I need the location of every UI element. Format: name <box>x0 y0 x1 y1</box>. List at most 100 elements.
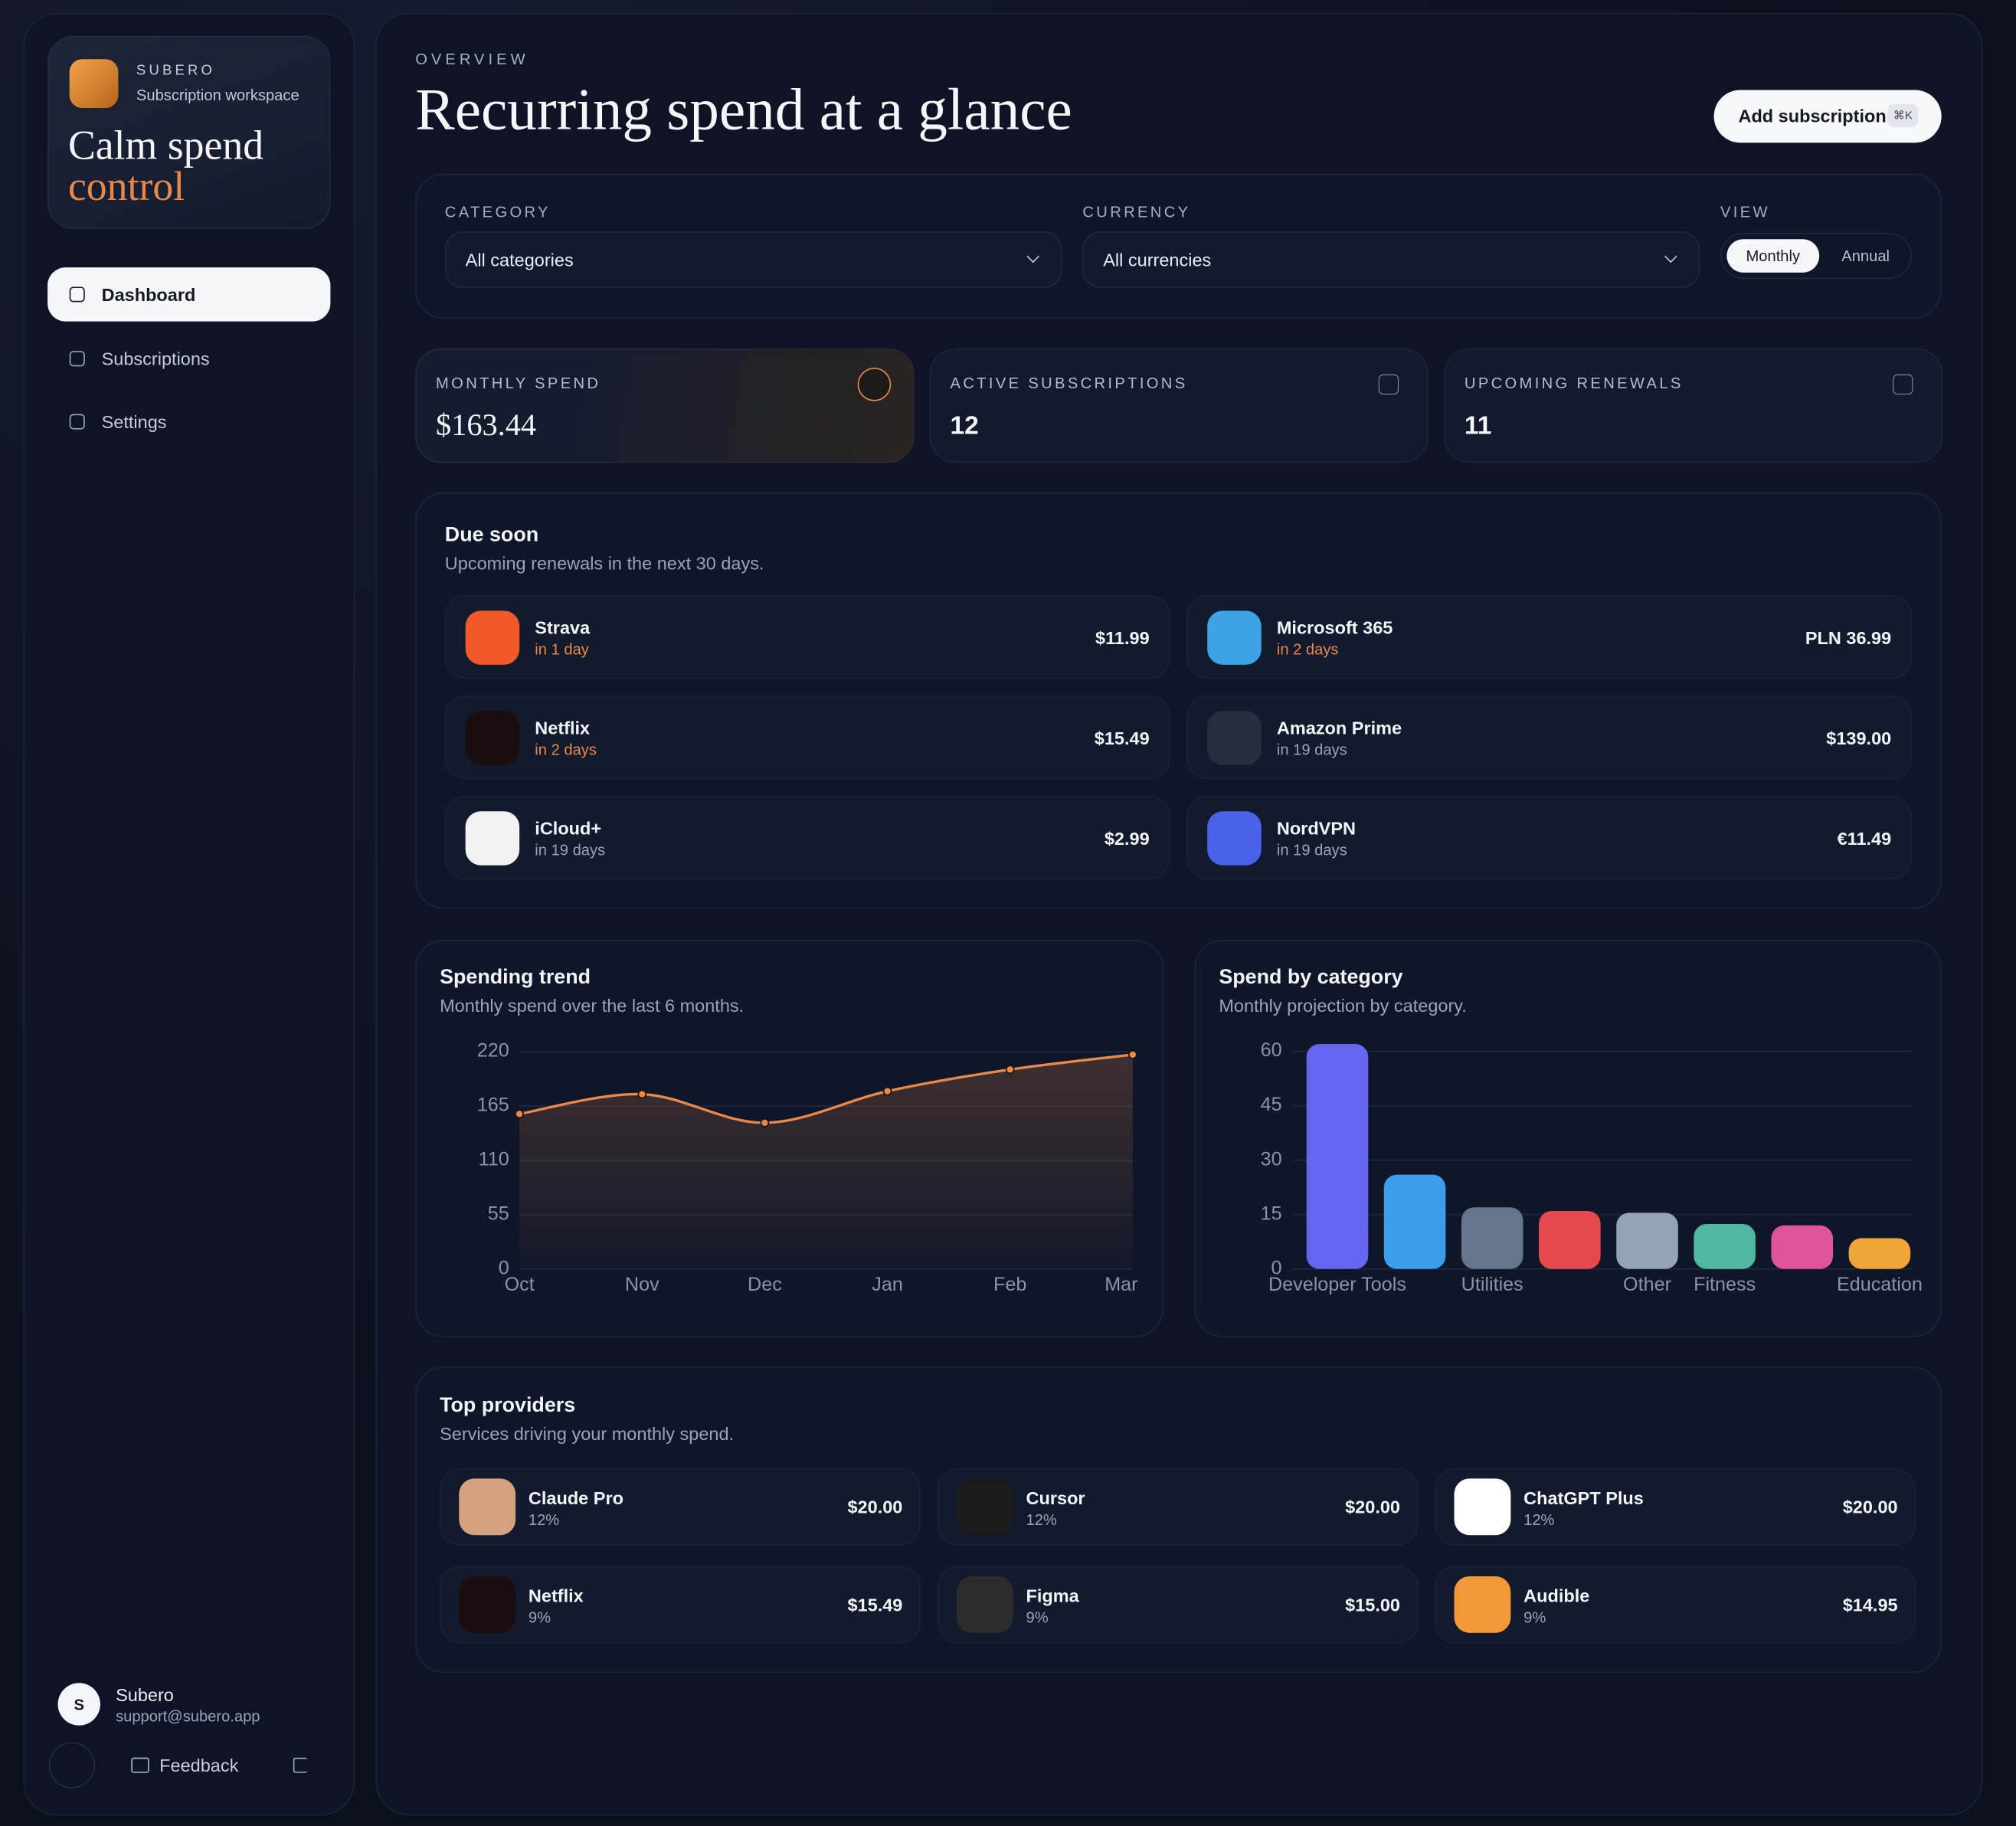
provider-item[interactable] <box>1435 1468 1916 1546</box>
service-icon <box>465 811 520 866</box>
service-icon <box>1207 811 1262 866</box>
provider-icon <box>1454 1478 1511 1536</box>
select[interactable] <box>1082 231 1700 289</box>
y-tick-label: 55 <box>488 1203 509 1225</box>
due-item[interactable] <box>444 796 1170 880</box>
trend-point <box>882 1086 892 1096</box>
brand-workspace: Subscription workspace <box>136 86 299 104</box>
provider-icon <box>459 1576 516 1633</box>
x-tick-label: Developer Tools <box>1268 1274 1406 1295</box>
x-tick-label: Education <box>1837 1274 1923 1295</box>
due-item[interactable] <box>1186 695 1913 780</box>
x-tick-label: Utilities <box>1461 1274 1523 1295</box>
select-value: All categories <box>465 249 574 270</box>
select[interactable] <box>444 231 1062 289</box>
provider-share: 9% <box>528 1608 551 1627</box>
provider-item[interactable] <box>937 1468 1419 1546</box>
provider-share: 9% <box>1026 1608 1049 1627</box>
due-item[interactable] <box>1186 595 1913 679</box>
bar <box>1694 1224 1756 1269</box>
section-subtitle: Services driving your monthly spend. <box>440 1423 735 1445</box>
y-tick-label: 220 <box>477 1040 509 1062</box>
provider-icon <box>1454 1576 1511 1633</box>
stat-icon <box>857 368 892 401</box>
provider-share: 9% <box>1523 1608 1546 1627</box>
due-item[interactable] <box>1186 796 1913 880</box>
provider-name: Cursor <box>1026 1487 1085 1508</box>
stat-icon <box>1893 374 1913 394</box>
chart-subtitle: Monthly spend over the last 6 months. <box>440 995 745 1016</box>
service-amount: €11.49 <box>1837 828 1892 849</box>
service-name: Microsoft 365 <box>1276 617 1393 638</box>
trend-point <box>1005 1065 1015 1075</box>
service-icon <box>1207 610 1262 665</box>
page-title: Recurring spend at a glance <box>415 76 1072 142</box>
stat-card <box>415 348 915 463</box>
bar <box>1383 1174 1446 1269</box>
service-amount: $2.99 <box>1104 828 1150 849</box>
service-name: NordVPN <box>1276 817 1357 839</box>
stat-value: $163.44 <box>436 409 536 443</box>
service-when: in 2 days <box>535 740 597 759</box>
bar <box>1539 1210 1601 1269</box>
avatar <box>57 1683 100 1726</box>
logout-icon[interactable] <box>293 1757 308 1773</box>
provider-share: 12% <box>1026 1510 1057 1529</box>
provider-name: ChatGPT Plus <box>1523 1487 1644 1508</box>
provider-icon <box>956 1576 1013 1633</box>
bar <box>1616 1212 1678 1269</box>
provider-name: Audible <box>1523 1585 1590 1606</box>
nav-icon[interactable] <box>69 286 85 303</box>
chart-title: Spend by category <box>1219 967 1403 989</box>
nav-active[interactable] <box>47 267 331 322</box>
trend-line <box>519 1053 1134 1124</box>
provider-item[interactable] <box>937 1566 1419 1644</box>
provider-amount: $15.00 <box>1345 1594 1400 1615</box>
stat-label: MONTHLY SPEND <box>436 374 601 392</box>
y-tick-label: 60 <box>1261 1039 1282 1061</box>
avatar-initial: S <box>74 1695 84 1713</box>
service-name: iCloud+ <box>535 817 602 839</box>
section-subtitle: Upcoming renewals in the next 30 days. <box>444 552 764 574</box>
service-name: Strava <box>535 617 591 638</box>
x-tick-label: Oct <box>505 1274 535 1295</box>
service-name: Amazon Prime <box>1276 717 1402 738</box>
chart-title: Spending trend <box>440 967 591 989</box>
service-name: Netflix <box>535 717 591 738</box>
view-toggle <box>1720 232 1913 280</box>
due-item[interactable] <box>444 695 1170 780</box>
service-amount: PLN 36.99 <box>1805 627 1892 649</box>
nav-icon[interactable] <box>69 414 85 430</box>
theme-toggle[interactable] <box>48 1742 96 1788</box>
service-amount: $15.49 <box>1094 728 1150 748</box>
y-tick-label: 0 <box>499 1257 509 1278</box>
service-when: in 2 days <box>1276 640 1339 659</box>
y-tick-label: 15 <box>1261 1203 1282 1224</box>
provider-amount: $20.00 <box>847 1496 903 1517</box>
view-active[interactable] <box>1726 239 1820 273</box>
service-when: in 19 days <box>1276 740 1347 759</box>
trend-point <box>515 1109 525 1119</box>
service-when: in 19 days <box>535 840 606 859</box>
stat-value: 12 <box>950 411 979 440</box>
provider-share: 12% <box>1523 1510 1555 1529</box>
service-amount: $11.99 <box>1095 627 1150 649</box>
trend-point <box>637 1089 647 1099</box>
due-item[interactable] <box>444 595 1170 679</box>
feedback-icon[interactable] <box>131 1757 149 1773</box>
view-option: Annual <box>1841 247 1890 265</box>
provider-item[interactable] <box>440 1468 921 1546</box>
y-tick-label: 165 <box>477 1095 509 1116</box>
provider-item[interactable] <box>440 1566 921 1644</box>
nav-item: Subscriptions <box>101 348 210 369</box>
y-tick-label: 0 <box>1271 1257 1282 1278</box>
brand-logo <box>69 59 119 109</box>
provider-item[interactable] <box>1435 1566 1916 1644</box>
x-tick-label: Dec <box>748 1274 782 1295</box>
nav-icon[interactable] <box>69 351 85 367</box>
x-tick-label: Other <box>1623 1274 1671 1295</box>
provider-amount: $15.49 <box>847 1594 903 1615</box>
